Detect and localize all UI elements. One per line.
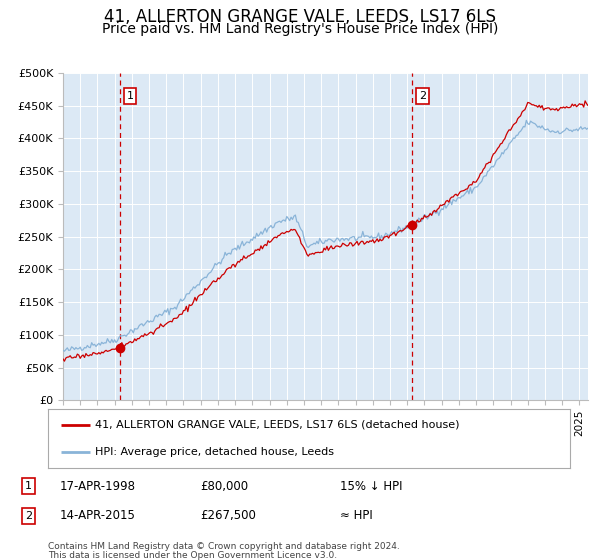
Text: Price paid vs. HM Land Registry's House Price Index (HPI): Price paid vs. HM Land Registry's House …	[102, 22, 498, 36]
Text: 2: 2	[419, 91, 426, 101]
Text: 1: 1	[127, 91, 134, 101]
Text: ≈ HPI: ≈ HPI	[340, 509, 373, 522]
Text: 17-APR-1998: 17-APR-1998	[60, 479, 136, 493]
Text: HPI: Average price, detached house, Leeds: HPI: Average price, detached house, Leed…	[95, 447, 334, 457]
Text: 15% ↓ HPI: 15% ↓ HPI	[340, 479, 403, 493]
Text: 14-APR-2015: 14-APR-2015	[60, 509, 136, 522]
Text: 41, ALLERTON GRANGE VALE, LEEDS, LS17 6LS (detached house): 41, ALLERTON GRANGE VALE, LEEDS, LS17 6L…	[95, 419, 460, 430]
Text: 41, ALLERTON GRANGE VALE, LEEDS, LS17 6LS: 41, ALLERTON GRANGE VALE, LEEDS, LS17 6L…	[104, 8, 496, 26]
Text: Contains HM Land Registry data © Crown copyright and database right 2024.: Contains HM Land Registry data © Crown c…	[48, 542, 400, 551]
Text: This data is licensed under the Open Government Licence v3.0.: This data is licensed under the Open Gov…	[48, 551, 337, 560]
Text: 1: 1	[25, 481, 32, 491]
Text: £80,000: £80,000	[200, 479, 248, 493]
Text: 2: 2	[25, 511, 32, 521]
Text: £267,500: £267,500	[200, 509, 256, 522]
